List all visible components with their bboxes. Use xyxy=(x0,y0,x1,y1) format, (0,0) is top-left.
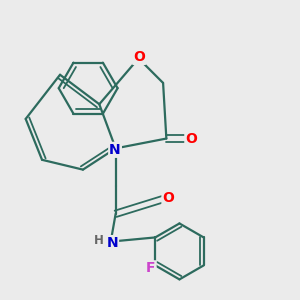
Text: O: O xyxy=(162,190,174,205)
Text: H: H xyxy=(94,234,104,247)
Text: O: O xyxy=(185,131,197,146)
Text: N: N xyxy=(106,236,118,250)
Text: F: F xyxy=(146,261,156,275)
Text: O: O xyxy=(133,50,145,64)
Text: N: N xyxy=(109,143,121,157)
